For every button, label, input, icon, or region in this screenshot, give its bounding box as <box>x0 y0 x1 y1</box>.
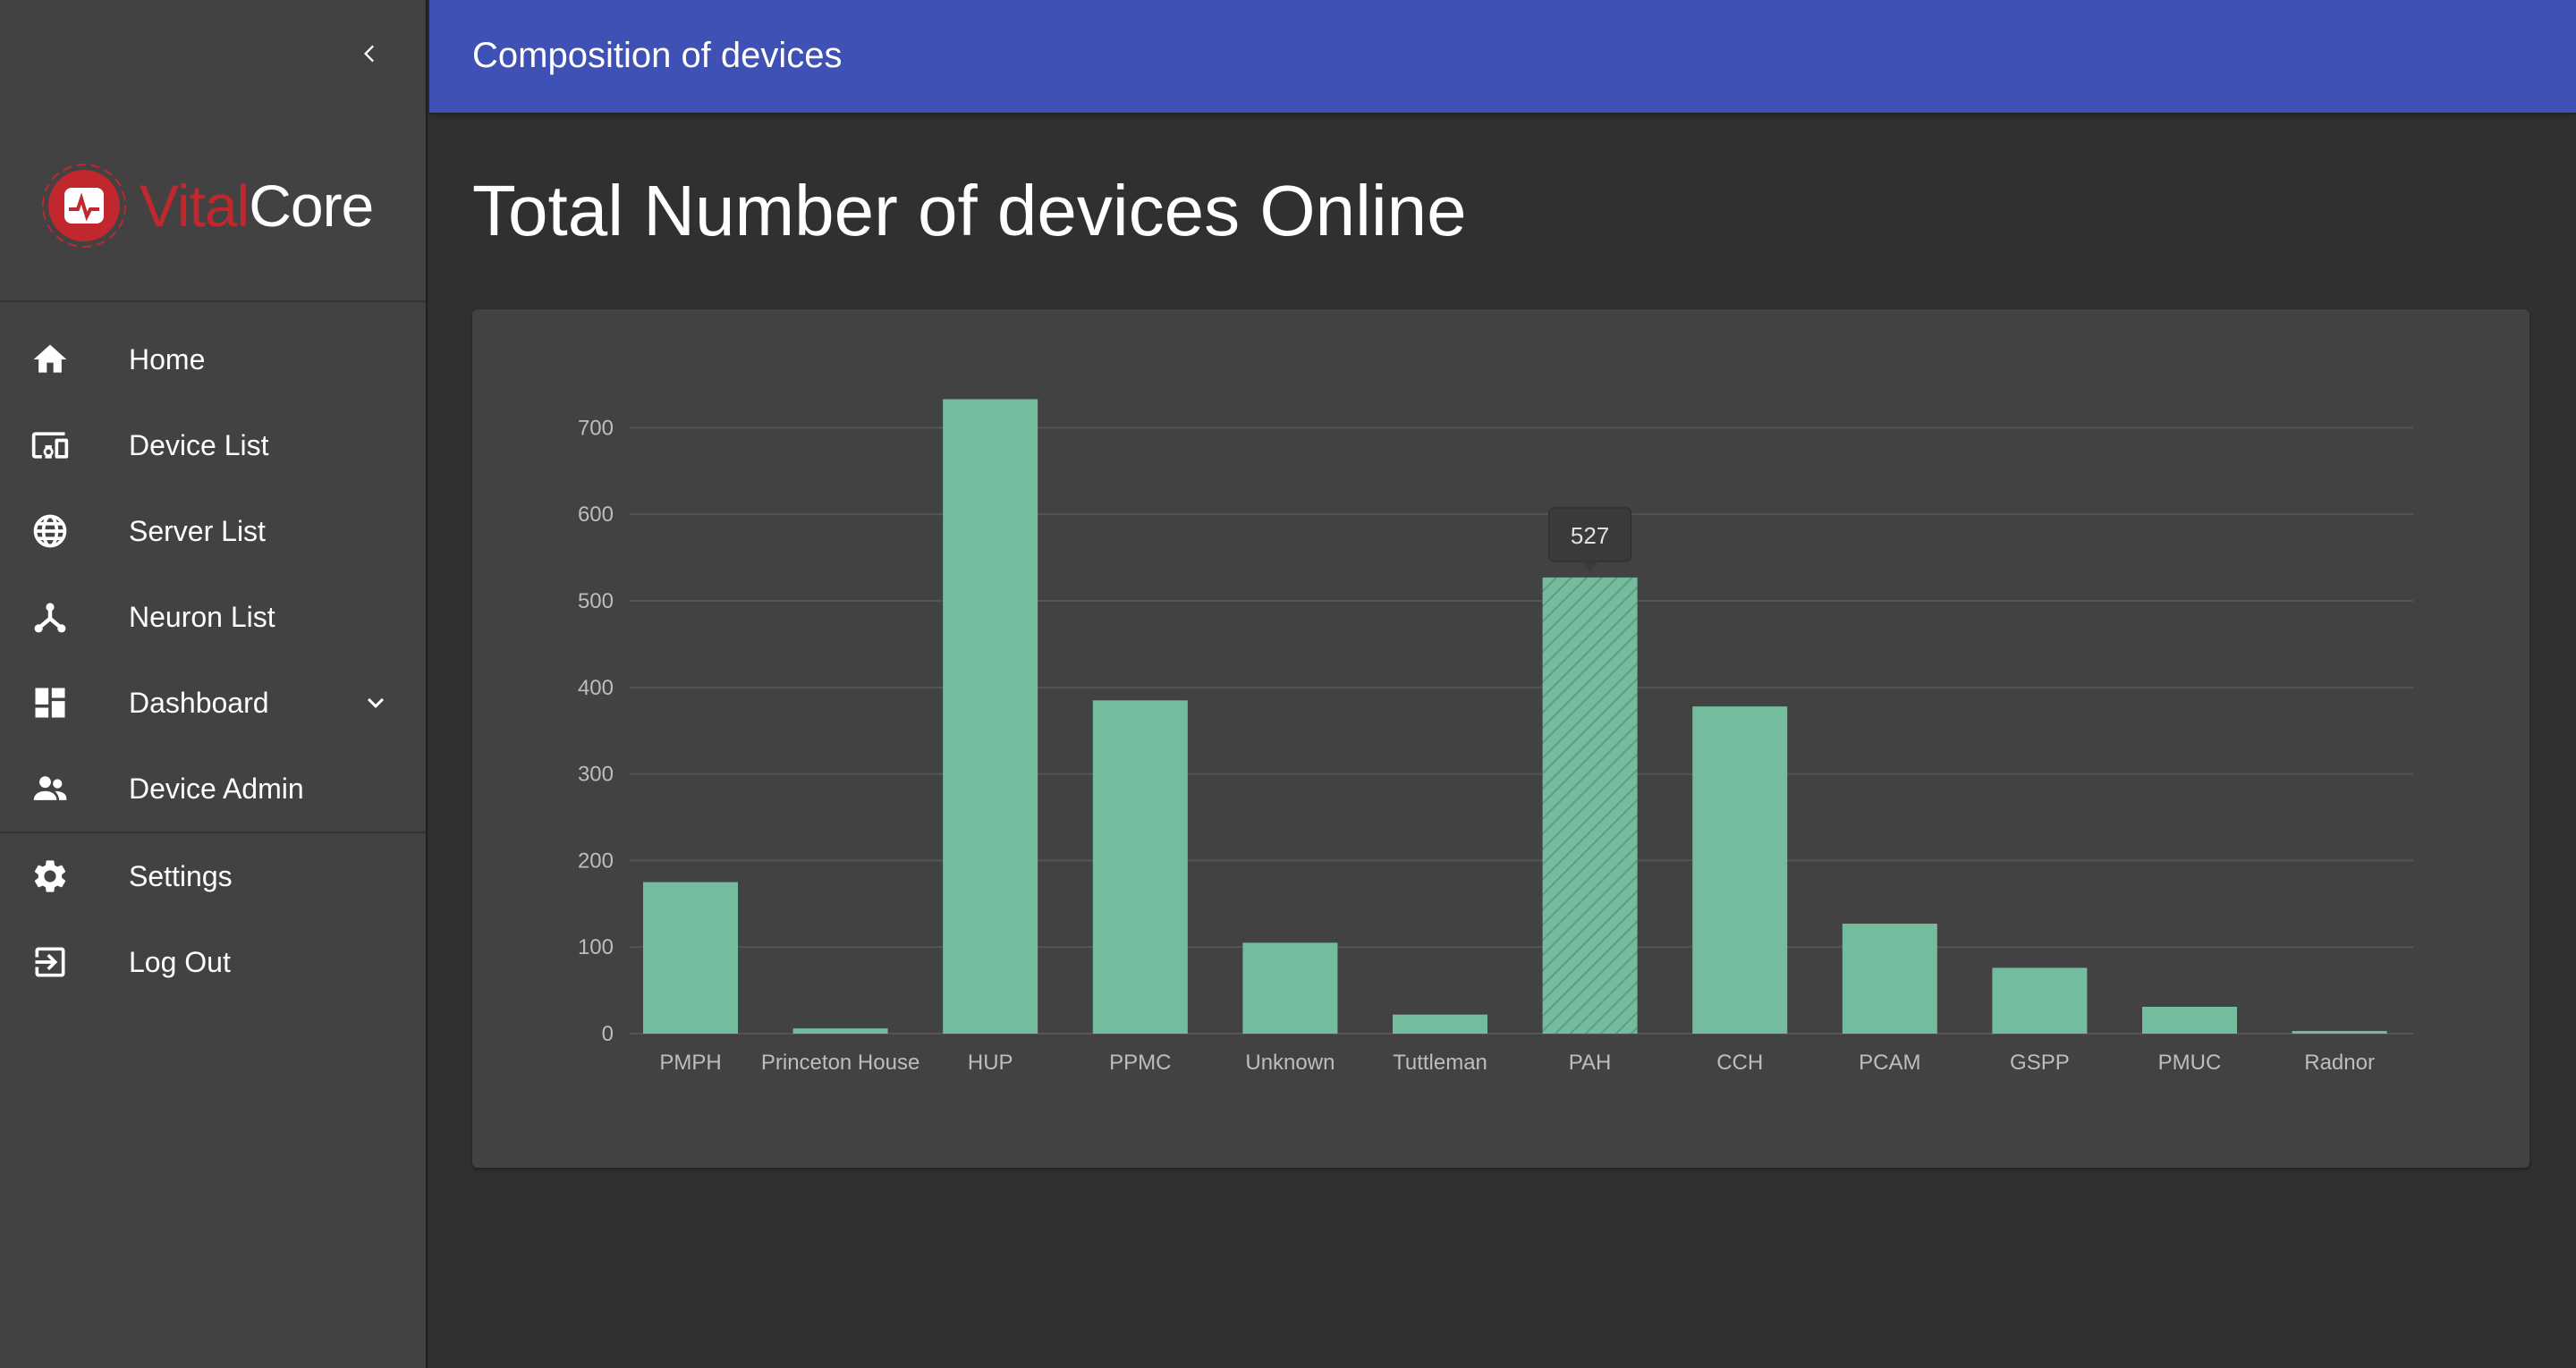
sidebar-item-server-list[interactable]: Server List <box>0 488 426 574</box>
x-tick-label: GSPP <box>2010 1051 2070 1075</box>
bar-gspp <box>1992 967 2088 1034</box>
x-tick-label: CCH <box>1716 1051 1763 1075</box>
divider <box>0 300 426 302</box>
page-title: Total Number of devices Online <box>472 171 1467 250</box>
x-tick-label: Tuttleman <box>1393 1051 1487 1075</box>
bar-ppmc <box>1092 700 1188 1034</box>
chevron-left-icon[interactable] <box>354 38 386 70</box>
globe-icon <box>29 510 72 553</box>
logout-icon <box>29 941 72 984</box>
gear-icon <box>29 855 72 898</box>
bar-cch <box>1692 706 1788 1034</box>
sidebar: VitalCore Home Device List Server List <box>0 0 428 1368</box>
home-icon <box>29 338 72 381</box>
x-tick-label: PMPH <box>659 1051 721 1075</box>
devices-icon <box>29 424 72 467</box>
sidebar-item-dashboard[interactable]: Dashboard <box>0 660 426 746</box>
bar-pah <box>1542 577 1638 1034</box>
x-tick-label: Princeton House <box>761 1051 919 1075</box>
bar-radnor <box>2292 1031 2387 1034</box>
chevron-down-icon[interactable] <box>358 685 394 721</box>
app-bar-title: Composition of devices <box>472 36 843 75</box>
logo-icon <box>42 164 126 248</box>
bar-princeton-house <box>792 1028 888 1034</box>
x-tick-label: PPMC <box>1109 1051 1171 1075</box>
bar-pmph <box>643 882 738 1034</box>
y-tick-label: 600 <box>578 502 614 527</box>
chart-tooltip: 527 <box>1548 507 1632 572</box>
bar-pmuc <box>2142 1006 2237 1034</box>
dashboard-icon <box>29 681 72 724</box>
sidebar-secondary-nav: Settings Log Out <box>0 833 426 1005</box>
y-tick-label: 400 <box>578 676 614 700</box>
chart-card: 0 100 200 300 400 500 600 700 PMPH Princeton Hous… <box>472 309 2529 1168</box>
tooltip-pointer <box>1580 561 1599 572</box>
logo: VitalCore <box>39 159 397 252</box>
y-tick-label: 300 <box>578 763 614 787</box>
x-tick-label: PMUC <box>2158 1051 2222 1075</box>
bar-chart: 0 100 200 300 400 500 600 700 PMPH Princeton Hous… <box>578 399 2413 1075</box>
sidebar-item-settings[interactable]: Settings <box>0 833 426 919</box>
bar-pcam <box>1842 924 1937 1034</box>
bar-tuttleman <box>1393 1014 1487 1034</box>
sidebar-item-device-list[interactable]: Device List <box>0 402 426 488</box>
bar-hup <box>943 399 1038 1034</box>
x-tick-label: Radnor <box>2304 1051 2375 1075</box>
x-tick-label: HUP <box>968 1051 1013 1075</box>
sidebar-nav: Home Device List Server List Neuron List… <box>0 317 426 832</box>
x-tick-label: PAH <box>1569 1051 1612 1075</box>
sidebar-item-log-out[interactable]: Log Out <box>0 919 426 1005</box>
top-app-bar: Composition of devices <box>429 0 2576 113</box>
x-tick-label: PCAM <box>1859 1051 1920 1075</box>
tooltip-value: 527 <box>1571 522 1609 549</box>
y-tick-label: 100 <box>578 935 614 959</box>
logo-text: VitalCore <box>140 173 374 239</box>
y-tick-label: 700 <box>578 416 614 440</box>
sidebar-item-neuron-list[interactable]: Neuron List <box>0 574 426 660</box>
divider <box>0 832 426 833</box>
y-tick-label: 500 <box>578 589 614 613</box>
y-tick-label: 200 <box>578 849 614 873</box>
sidebar-item-home[interactable]: Home <box>0 317 426 402</box>
bar-unknown <box>1242 942 1338 1034</box>
x-tick-label: Unknown <box>1245 1051 1335 1075</box>
people-icon <box>29 767 72 810</box>
hub-icon <box>29 595 72 638</box>
y-tick-label: 0 <box>602 1022 614 1046</box>
sidebar-item-device-admin[interactable]: Device Admin <box>0 746 426 832</box>
